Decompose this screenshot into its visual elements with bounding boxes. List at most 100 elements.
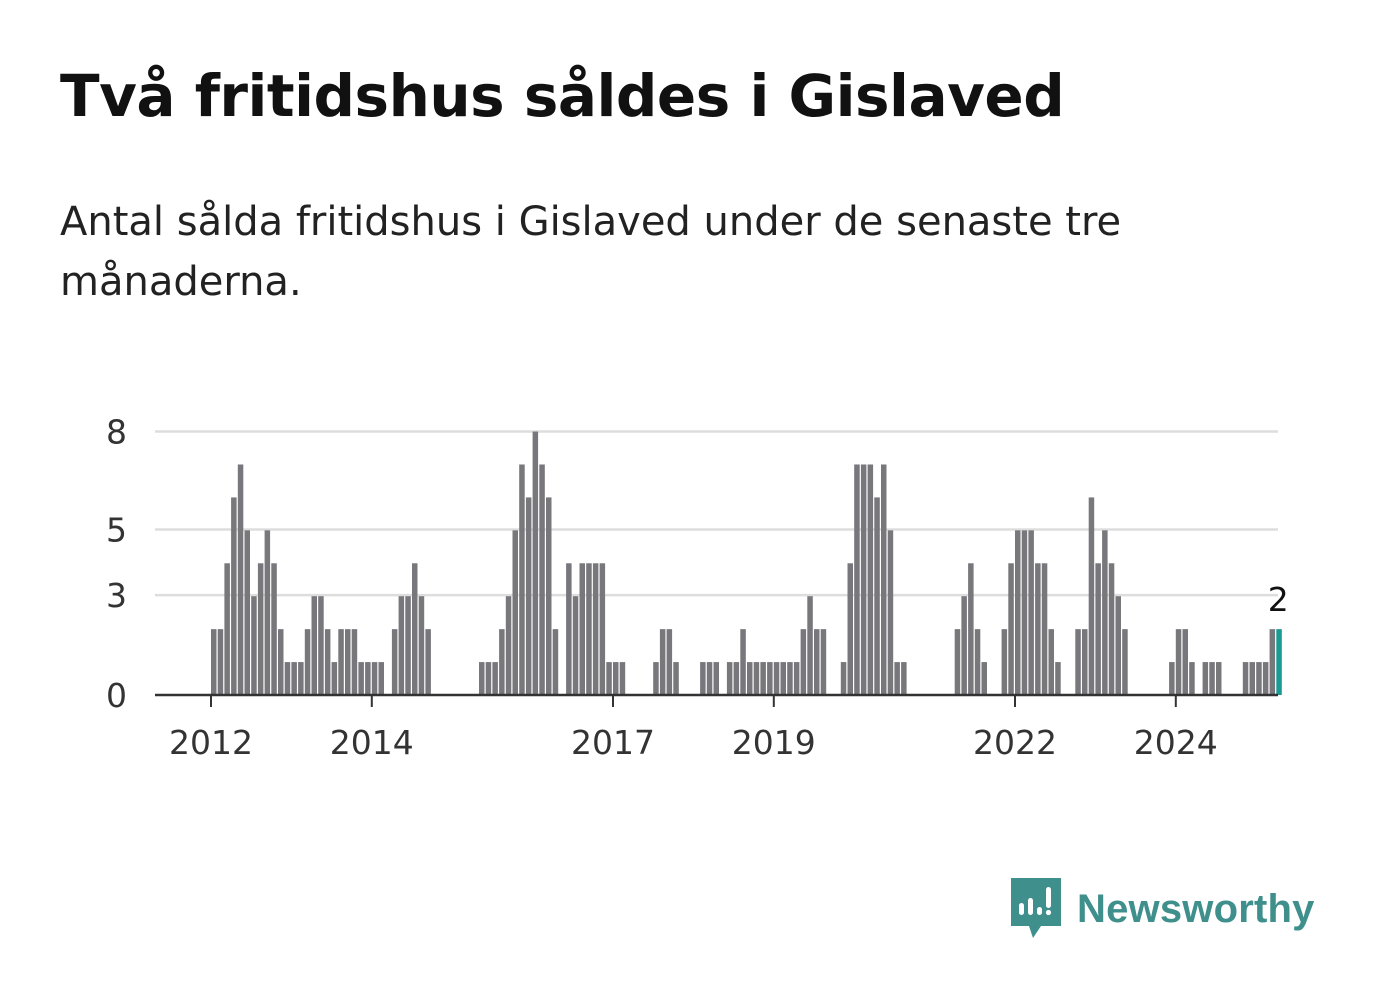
y-tick-label: 8 xyxy=(106,413,127,452)
bar xyxy=(981,662,987,695)
bar xyxy=(673,662,679,695)
bar xyxy=(1108,563,1115,695)
brand-logo[interactable]: Newsworthy xyxy=(1011,878,1315,940)
bar xyxy=(398,596,405,695)
bar xyxy=(881,464,887,695)
bar xyxy=(666,629,673,695)
bar xyxy=(271,563,277,695)
bar xyxy=(425,629,431,695)
bar xyxy=(365,662,371,695)
bar xyxy=(1122,629,1128,695)
bar xyxy=(713,662,719,695)
bar xyxy=(780,662,786,695)
bar xyxy=(807,596,813,695)
bar xyxy=(566,563,572,695)
y-tick-label: 3 xyxy=(106,576,127,615)
bar xyxy=(599,563,606,695)
bar xyxy=(854,464,860,695)
bar xyxy=(1169,662,1175,695)
brand-name: Newsworthy xyxy=(1077,886,1315,931)
bar xyxy=(512,530,518,695)
bar xyxy=(974,629,981,695)
bar xyxy=(499,629,505,695)
bar xyxy=(231,497,237,695)
bar xyxy=(1088,497,1095,695)
bar xyxy=(1102,530,1108,695)
bar xyxy=(619,662,626,695)
bar xyxy=(773,662,780,695)
bar xyxy=(1249,662,1255,695)
bar xyxy=(1189,662,1195,695)
bar xyxy=(224,563,230,695)
highlight-value-label: 2 xyxy=(1268,580,1289,619)
bar xyxy=(257,563,264,695)
chart-subtitle: Antal sålda fritidshus i Gislaved under … xyxy=(60,199,1122,305)
bar xyxy=(318,596,324,695)
bar xyxy=(847,563,853,695)
bar xyxy=(251,596,257,695)
bar xyxy=(485,662,492,695)
x-tick-label: 2024 xyxy=(1134,723,1218,762)
bar xyxy=(814,629,820,695)
bar xyxy=(519,464,525,695)
bar xyxy=(572,596,579,695)
bar xyxy=(1262,662,1269,695)
bar xyxy=(338,629,344,695)
bar xyxy=(298,662,304,695)
bar xyxy=(586,563,592,695)
bar xyxy=(1115,596,1121,695)
bar xyxy=(351,629,358,695)
bar xyxy=(747,662,753,695)
bar xyxy=(378,662,384,695)
bar-highlight xyxy=(1276,629,1282,695)
bar xyxy=(1028,530,1034,695)
bar xyxy=(418,596,425,695)
bar xyxy=(1216,662,1222,695)
bar xyxy=(532,431,539,695)
bar xyxy=(726,662,733,695)
x-tick-label: 2017 xyxy=(571,723,655,762)
bar xyxy=(867,464,874,695)
bar xyxy=(492,662,498,695)
bar xyxy=(405,596,411,695)
bar xyxy=(613,662,619,695)
chart-title: Två fritidshus såldes i Gislaved xyxy=(60,62,1065,130)
bar xyxy=(331,662,338,695)
newsworthy-logo-icon xyxy=(1011,878,1061,938)
bar xyxy=(211,629,217,695)
bar xyxy=(787,662,793,695)
bar xyxy=(1182,629,1188,695)
bar xyxy=(284,662,291,695)
bar xyxy=(1095,563,1101,695)
bar xyxy=(412,563,418,695)
bar xyxy=(1008,563,1014,695)
bar xyxy=(237,464,244,695)
bar xyxy=(324,629,331,695)
bar xyxy=(1075,629,1081,695)
bar xyxy=(1175,629,1182,695)
bar xyxy=(961,596,967,695)
bar xyxy=(706,662,713,695)
bar-chart: 0 3 5 8 2012 2014 2017 2019 2022 2024 2 xyxy=(106,413,1289,762)
x-tick-label: 2014 xyxy=(330,723,414,762)
bar xyxy=(1041,563,1048,695)
bar xyxy=(1001,629,1008,695)
bar xyxy=(1242,662,1249,695)
bar xyxy=(1082,629,1088,695)
bar xyxy=(760,662,766,695)
bar xyxy=(793,662,800,695)
bar xyxy=(311,596,317,695)
bar xyxy=(244,530,250,695)
bar xyxy=(968,563,974,695)
bar xyxy=(217,629,224,695)
bar xyxy=(525,497,532,695)
bar xyxy=(887,530,894,695)
y-tick-label: 0 xyxy=(106,676,127,715)
bar xyxy=(767,662,773,695)
bar xyxy=(860,464,867,695)
bar xyxy=(358,662,364,695)
x-tick-label: 2019 xyxy=(732,723,816,762)
bar xyxy=(901,662,907,695)
bar xyxy=(1269,629,1276,695)
bar xyxy=(820,629,827,695)
